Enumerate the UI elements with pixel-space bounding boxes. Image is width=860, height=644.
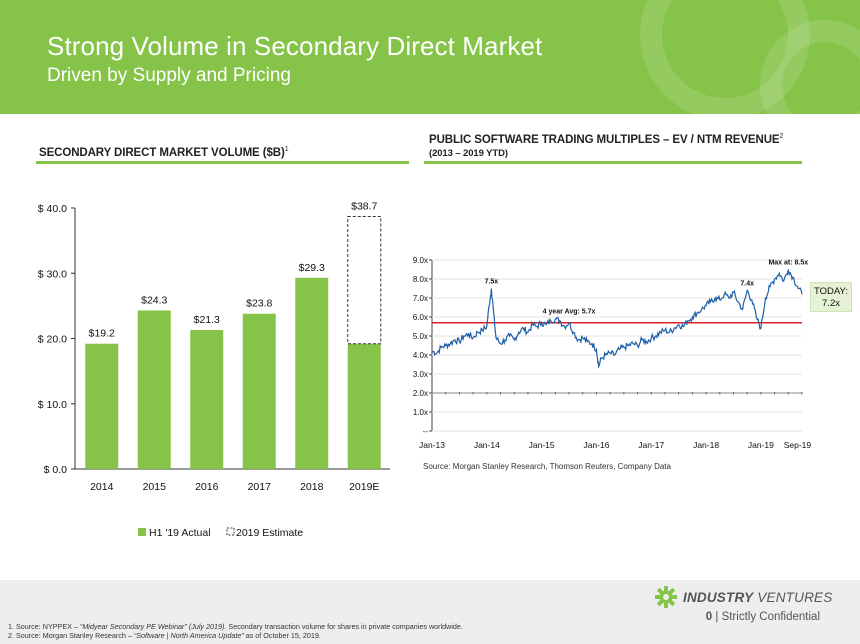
bar-label-2018: $29.3 <box>299 262 325 274</box>
line-y-tick-label: -- <box>423 427 429 436</box>
bar-label-2016: $21.3 <box>194 314 220 326</box>
legend-actual-label: H1 '19 Actual <box>149 527 211 539</box>
annotation-0: 7.5x <box>485 279 499 286</box>
line-y-tick-label: 5.0x <box>413 332 428 341</box>
left-chart-title-text: SECONDARY DIRECT MARKET VOLUME ($B) <box>39 146 285 159</box>
line-x-tick-label: Sep-19 <box>784 440 812 450</box>
line-x-tick-label: Jan-15 <box>529 440 555 450</box>
volume-bar-chart: $ 0.0 $ 10.0 $ 20.0 $ 30.0 $ 40.0 $19.2 2014 $2… <box>38 200 390 539</box>
bar-label-2019E: $38.7 <box>351 200 377 212</box>
annotation-2: Max at: 8.5x <box>768 260 808 267</box>
bar-2015 <box>137 310 171 469</box>
bar-label-2014: $19.2 <box>89 328 115 340</box>
multiples-line-chart: -- 1.0x 2.0x 3.0x 4.0x 5.0x 6.0x 7.0x 8.0x 9.0x Ja… <box>413 256 812 450</box>
x-tick-label: 2018 <box>300 481 324 493</box>
bar-2016 <box>190 330 224 469</box>
footnote-2-italic: “Software | North America Update” <box>133 631 244 640</box>
page-subtitle: Driven by Supply and Pricing <box>47 65 291 86</box>
line-y-tick-label: 7.0x <box>413 294 428 303</box>
footnote-1: 1. Source: NYPPEX – “Midyear Secondary P… <box>8 622 463 631</box>
line-x-tick-label: Jan-17 <box>638 440 664 450</box>
bar-2019E <box>347 343 381 469</box>
bar-2018 <box>295 277 329 469</box>
source-note: Source: Morgan Stanley Research, Thomson… <box>423 462 671 471</box>
footnote-1-italic: “Midyear Secondary PE Webinar” (July 201… <box>79 622 227 631</box>
gear-logo-icon <box>655 586 677 608</box>
x-tick-label: 2015 <box>143 481 167 493</box>
line-x-tick-label: Jan-19 <box>748 440 774 450</box>
company-logo: INDUSTRY VENTURES <box>655 586 832 608</box>
confidential-note: 0 | Strictly Confidential <box>706 611 820 623</box>
bar-label-2017: $23.8 <box>246 298 272 310</box>
line-x-tick-label: Jan-16 <box>583 440 609 450</box>
legend-actual-swatch <box>138 528 146 536</box>
y-tick-label: $ 30.0 <box>38 268 67 280</box>
left-divider <box>36 161 409 164</box>
y-tick-label: $ 20.0 <box>38 334 67 346</box>
confidential-text: | Strictly Confidential <box>712 611 820 623</box>
left-footnote-marker: 1 <box>284 146 289 153</box>
legend-estimate-swatch <box>226 527 235 536</box>
x-tick-label: 2017 <box>248 481 272 493</box>
line-y-tick-label: 2.0x <box>413 389 428 398</box>
footnote-2-suffix: as of October 15, 2019. <box>243 631 321 640</box>
footnote-2-prefix: 2. Source: Morgan Stanley Research – <box>8 631 134 640</box>
bar-label-2015: $24.3 <box>141 294 167 306</box>
y-tick-label: $ 40.0 <box>38 203 67 215</box>
header-banner: Strong Volume in Secondary Direct Market… <box>0 0 860 114</box>
x-tick-label: 2014 <box>90 481 114 493</box>
line-y-tick-label: 4.0x <box>413 351 428 360</box>
line-x-tick-label: Jan-13 <box>419 440 445 450</box>
right-chart-subtitle: (2013 – 2019 YTD) <box>429 148 508 159</box>
right-chart-title: PUBLIC SOFTWARE TRADING MULTIPLES – EV /… <box>429 133 783 146</box>
logo-text-light: VENTURES <box>757 589 833 605</box>
multiple-series-line <box>431 269 803 369</box>
left-chart-title: SECONDARY DIRECT MARKET VOLUME ($B)1 <box>39 146 289 159</box>
right-divider <box>424 161 802 164</box>
right-footnote-marker: 2 <box>779 133 784 140</box>
today-value: 7.2x <box>822 298 840 309</box>
line-y-tick-label: 1.0x <box>413 408 428 417</box>
page-number: 0 <box>705 611 713 623</box>
footer <box>0 580 860 644</box>
today-callout: TODAY: 7.2x <box>810 282 852 312</box>
bar-2017 <box>242 313 276 469</box>
x-tick-label: 2019E <box>349 481 379 493</box>
average-label: 4 year Avg: 5.7x <box>543 309 596 316</box>
y-tick-label: $ 0.0 <box>44 464 68 476</box>
today-label: TODAY: <box>814 286 848 297</box>
legend-estimate-label: 2019 Estimate <box>236 527 303 539</box>
line-y-tick-label: 6.0x <box>413 313 428 322</box>
line-y-tick-label: 3.0x <box>413 370 428 379</box>
right-chart-title-text: PUBLIC SOFTWARE TRADING MULTIPLES – EV /… <box>429 133 780 146</box>
line-y-tick-label: 9.0x <box>413 256 428 265</box>
line-x-tick-label: Jan-18 <box>693 440 719 450</box>
line-y-tick-label: 8.0x <box>413 275 428 284</box>
bar-2014 <box>85 343 119 469</box>
logo-text: INDUSTRY VENTURES <box>683 590 832 605</box>
footnote-1-prefix: 1. Source: NYPPEX – <box>8 622 80 631</box>
estimate-bar-2019E <box>347 215 382 345</box>
logo-text-bold: INDUSTRY <box>683 589 754 605</box>
page-title: Strong Volume in Secondary Direct Market <box>47 31 543 61</box>
annotation-1: 7.4x <box>740 280 754 287</box>
x-tick-label: 2016 <box>195 481 219 493</box>
y-tick-label: $ 10.0 <box>38 399 67 411</box>
footnote-2: 2. Source: Morgan Stanley Research – “So… <box>8 631 321 640</box>
footnote-1-suffix: Secondary transaction volume for shares … <box>226 622 463 631</box>
line-x-tick-label: Jan-14 <box>474 440 500 450</box>
